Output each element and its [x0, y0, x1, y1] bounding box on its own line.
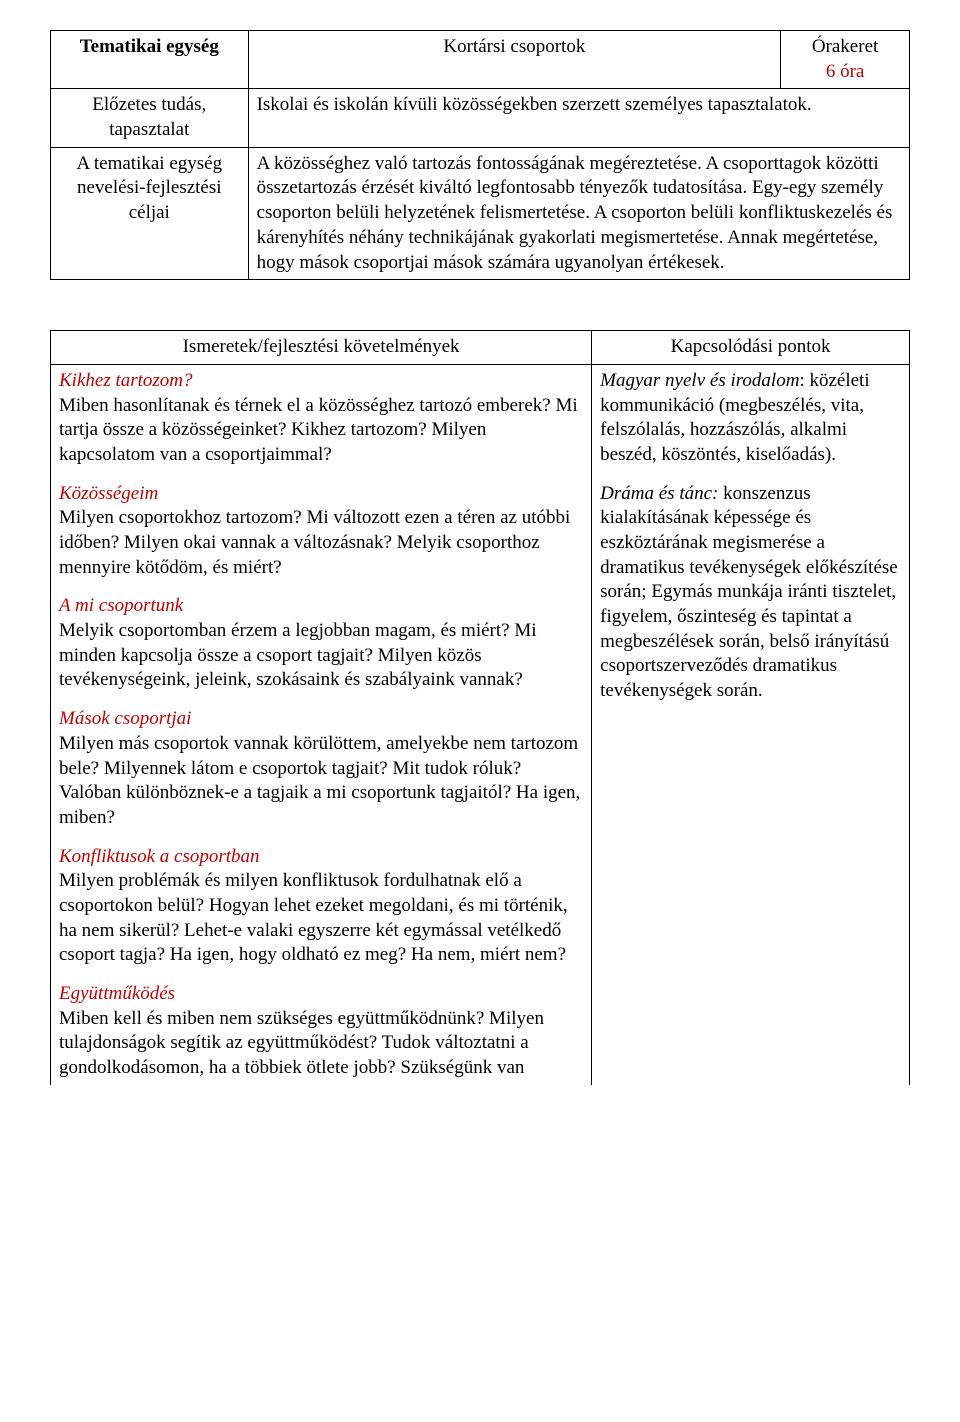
cell-thematic-unit-title: Kortársi csoportok	[248, 31, 781, 89]
prior-knowledge-label-1: Előzetes tudás,	[92, 94, 206, 115]
goals-label-2: nevelési-fejlesztési	[77, 177, 222, 198]
connection-2: Dráma és tánc: konszenzus kialakításának…	[600, 482, 901, 704]
cell-goals-label: A tematikai egység nevelési-fejlesztési …	[51, 147, 249, 279]
section-6-body: Miben kell és miben nem szükséges együtt…	[59, 1007, 583, 1081]
connections-header: Kapcsolódási pontok	[671, 336, 831, 357]
section-1-body: Miben hasonlítanak és térnek el a közöss…	[59, 394, 583, 468]
cell-goals-body: A közösséghez való tartozás fontosságána…	[248, 147, 909, 279]
section-4-title: Mások csoportjai	[59, 707, 583, 732]
goals-label-1: A tematikai egység	[76, 153, 222, 174]
thematic-unit-title: Kortársi csoportok	[443, 36, 585, 57]
spacer	[50, 280, 910, 330]
timeframe-label: Órakeret	[812, 36, 878, 57]
goals-label-3: céljai	[129, 202, 170, 223]
cell-requirements-header: Ismeretek/fejlesztési követelmények	[51, 331, 592, 365]
section-3-body: Melyik csoportomban érzem a legjobban ma…	[59, 619, 583, 693]
prior-knowledge-body: Iskolai és iskolán kívüli közösségekben …	[257, 94, 812, 115]
section-3-title: A mi csoportunk	[59, 594, 583, 619]
connection-2-text: konszenzus kialakításának képessége és e…	[600, 483, 898, 702]
section-5-title: Konfliktusok a csoportban	[59, 845, 583, 870]
section-4-body: Milyen más csoportok vannak körülöttem, …	[59, 732, 583, 831]
thematic-unit-label: Tematikai egység	[80, 36, 219, 57]
cell-requirements-body: Kikhez tartozom? Miben hasonlítanak és t…	[51, 364, 592, 1084]
section-2-body: Milyen csoportokhoz tartozom? Mi változo…	[59, 506, 583, 580]
prior-knowledge-label-2: tapasztalat	[109, 119, 189, 140]
cell-prior-knowledge-body: Iskolai és iskolán kívüli közösségekben …	[248, 89, 909, 147]
requirements-header: Ismeretek/fejlesztési követelmények	[183, 336, 460, 357]
section-6-title: Együttműködés	[59, 982, 583, 1007]
body-table: Ismeretek/fejlesztési követelmények Kapc…	[50, 330, 910, 1085]
timeframe-value: 6 óra	[826, 61, 865, 82]
header-table: Tematikai egység Kortársi csoportok Órak…	[50, 30, 910, 280]
connection-1-subject: Magyar nyelv és irodalom	[600, 370, 799, 391]
cell-connections-header: Kapcsolódási pontok	[592, 331, 910, 365]
cell-thematic-unit-label: Tematikai egység	[51, 31, 249, 89]
section-5-body: Milyen problémák és milyen konfliktusok …	[59, 869, 583, 968]
connection-1: Magyar nyelv és irodalom: közéleti kommu…	[600, 369, 901, 468]
cell-connections-body: Magyar nyelv és irodalom: közéleti kommu…	[592, 364, 910, 1084]
cell-timeframe: Órakeret 6 óra	[781, 31, 910, 89]
section-2-title: Közösségeim	[59, 482, 583, 507]
section-1-title: Kikhez tartozom?	[59, 369, 583, 394]
goals-body: A közösséghez való tartozás fontosságána…	[257, 153, 893, 273]
connection-2-subject: Dráma és tánc:	[600, 483, 718, 504]
cell-prior-knowledge-label: Előzetes tudás, tapasztalat	[51, 89, 249, 147]
